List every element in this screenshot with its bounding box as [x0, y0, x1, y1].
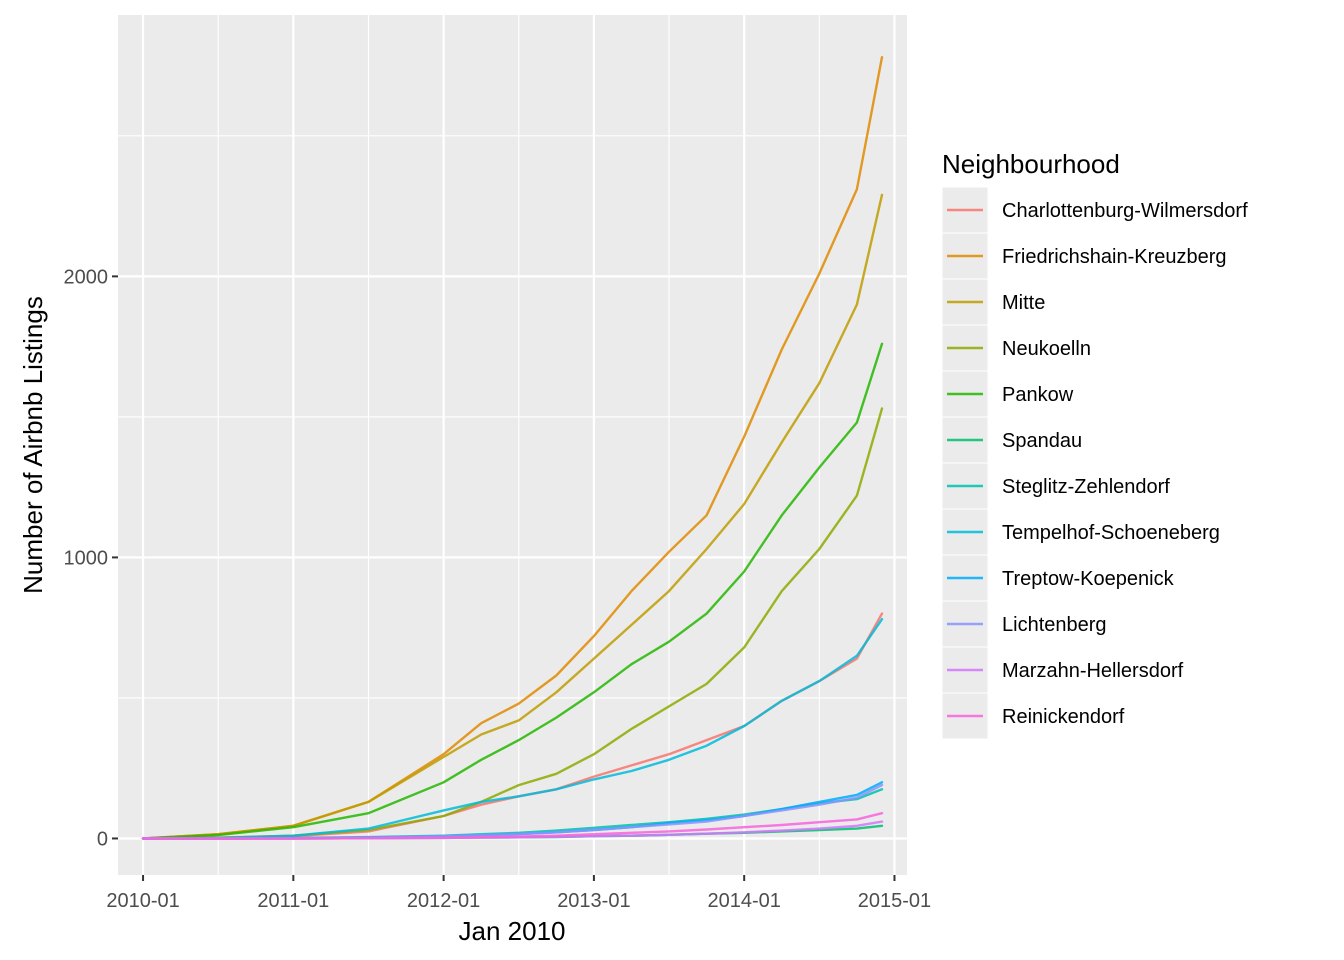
x-tick-label: 2013-01 [557, 890, 630, 912]
x-tick-label: 2015-01 [858, 890, 931, 912]
legend-label: Spandau [1002, 430, 1082, 452]
legend-label: Pankow [1002, 384, 1074, 406]
legend-label: Marzahn-Hellersdorf [1002, 660, 1184, 682]
series-line [141, 812, 884, 840]
series-line [141, 342, 884, 840]
legend-label: Reinickendorf [1002, 706, 1125, 728]
x-tick-label: 2014-01 [707, 890, 780, 912]
grid-minor [118, 15, 907, 875]
panel-background [118, 15, 907, 875]
y-tick-label: 2000 [64, 266, 109, 288]
legend-label: Friedrichshain-Kreuzberg [1002, 246, 1227, 268]
x-tick-label: 2010-01 [106, 890, 179, 912]
legend-label: Neukoelln [1002, 338, 1091, 360]
x-axis: 2010-01 2011-01 2012-01 2013-01 2014-01 2015-… [106, 875, 931, 912]
x-tick-label: 2011-01 [257, 890, 329, 912]
legend-label: Charlottenburg-Wilmersdorf [1002, 200, 1248, 222]
legend-label: Mitte [1002, 292, 1045, 314]
legend-title: Neighbourhood [942, 149, 1120, 179]
x-axis-title: Jan 2010 [459, 916, 566, 946]
legend-label: Tempelhof-Schoeneberg [1002, 522, 1220, 544]
series-line [141, 193, 884, 840]
series-lines [141, 56, 884, 840]
y-tick-label: 1000 [64, 547, 109, 569]
y-axis-title: Number of Airbnb Listings [18, 296, 48, 594]
y-tick-label: 0 [97, 828, 108, 850]
legend-label: Lichtenberg [1002, 614, 1107, 636]
legend-label: Steglitz-Zehlendorf [1002, 476, 1170, 498]
series-line [141, 618, 884, 840]
legend-label: Treptow-Koepenick [1002, 568, 1175, 590]
y-axis: 0 1000 2000 [64, 266, 118, 850]
grid-major [118, 15, 907, 875]
x-tick-label: 2012-01 [407, 890, 480, 912]
legend: Neighbourhood Charlottenburg-Wilmersdorf… [941, 149, 1248, 740]
